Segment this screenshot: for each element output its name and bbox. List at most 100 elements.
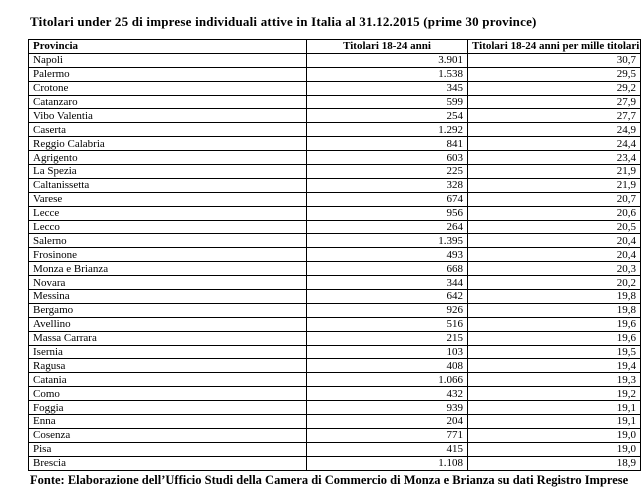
titolari-cell: 225 — [306, 164, 468, 179]
page-title: Titolari under 25 di imprese individuali… — [30, 14, 537, 29]
per-mille-cell: 19,4 — [467, 358, 641, 374]
titolari-cell: 1.395 — [306, 233, 468, 249]
per-mille-cell: 21,9 — [467, 177, 641, 193]
titolari-cell: 1.066 — [306, 372, 468, 388]
titolari-cell: 264 — [306, 219, 468, 235]
titolari-cell: 408 — [306, 358, 468, 374]
per-mille-cell: 24,9 — [467, 122, 641, 138]
table-header-row: Provincia Titolari 18-24 anni Titolari 1… — [28, 39, 641, 54]
table-row: Pisa 415 19,0 — [28, 441, 641, 457]
titolari-cell: 1.538 — [306, 66, 468, 82]
table-row: La Spezia 225 21,9 — [28, 164, 641, 179]
provincia-cell: Reggio Calabria — [28, 136, 307, 152]
table-row: Cosenza 771 19,0 — [28, 427, 641, 443]
per-mille-cell: 29,2 — [467, 80, 641, 96]
table-row: Caltanissetta 328 21,9 — [28, 177, 641, 193]
provincia-cell: Enna — [28, 414, 307, 429]
titolari-cell: 493 — [306, 247, 468, 263]
titolari-cell: 344 — [306, 275, 468, 291]
table-row: Brescia 1.108 18,9 — [28, 455, 641, 471]
column-header-per-mille-titolari: Titolari 18-24 anni per mille titolari — [467, 39, 641, 54]
table-row: Crotone 345 29,2 — [28, 80, 641, 96]
per-mille-cell: 19,0 — [467, 441, 641, 457]
provincia-cell: Como — [28, 386, 307, 402]
per-mille-cell: 20,5 — [467, 219, 641, 235]
table-row: Napoli 3.901 30,7 — [28, 52, 641, 68]
table-row: Reggio Calabria 841 24,4 — [28, 136, 641, 152]
titolari-cell: 841 — [306, 136, 468, 152]
provincia-cell: Brescia — [28, 455, 307, 471]
provincia-cell: Palermo — [28, 66, 307, 82]
table-row: Lecco 264 20,5 — [28, 219, 641, 235]
per-mille-cell: 19,2 — [467, 386, 641, 402]
titolari-cell: 642 — [306, 289, 468, 304]
titolari-cell: 599 — [306, 94, 468, 110]
table-row: Catanzaro 599 27,9 — [28, 94, 641, 110]
provincia-cell: Caltanissetta — [28, 177, 307, 193]
provincia-cell: Cosenza — [28, 427, 307, 443]
titolari-cell: 254 — [306, 108, 468, 124]
table-row: Lecce 956 20,6 — [28, 205, 641, 221]
per-mille-cell: 27,9 — [467, 94, 641, 110]
titolari-cell: 328 — [306, 177, 468, 193]
per-mille-cell: 20,2 — [467, 275, 641, 291]
provincia-cell: Monza e Brianza — [28, 261, 307, 277]
provincia-cell: Bergamo — [28, 302, 307, 318]
per-mille-cell: 19,8 — [467, 302, 641, 318]
table-row: Catania 1.066 19,3 — [28, 372, 641, 388]
per-mille-cell: 20,7 — [467, 191, 641, 207]
table-row: Monza e Brianza 668 20,3 — [28, 261, 641, 277]
table-row: Agrigento 603 23,4 — [28, 150, 641, 166]
per-mille-cell: 20,4 — [467, 233, 641, 249]
table-row: Enna 204 19,1 — [28, 414, 641, 429]
table-row: Foggia 939 19,1 — [28, 400, 641, 416]
per-mille-cell: 19,6 — [467, 330, 641, 346]
table-row: Massa Carrara 215 19,6 — [28, 330, 641, 346]
per-mille-cell: 20,3 — [467, 261, 641, 277]
table-row: Como 432 19,2 — [28, 386, 641, 402]
provincia-cell: Ragusa — [28, 358, 307, 374]
titolari-cell: 668 — [306, 261, 468, 277]
provincia-cell: Avellino — [28, 316, 307, 332]
titolari-cell: 956 — [306, 205, 468, 221]
titolari-cell: 674 — [306, 191, 468, 207]
titolari-cell: 345 — [306, 80, 468, 96]
provincia-cell: La Spezia — [28, 164, 307, 179]
per-mille-cell: 19,1 — [467, 400, 641, 416]
table-row: Vibo Valentia 254 27,7 — [28, 108, 641, 124]
titolari-cell: 103 — [306, 344, 468, 360]
provincia-cell: Catanzaro — [28, 94, 307, 110]
titolari-cell: 771 — [306, 427, 468, 443]
table-row: Frosinone 493 20,4 — [28, 247, 641, 263]
provinces-table: Provincia Titolari 18-24 anni Titolari 1… — [28, 39, 641, 471]
per-mille-cell: 29,5 — [467, 66, 641, 82]
titolari-cell: 1.292 — [306, 122, 468, 138]
titolari-cell: 215 — [306, 330, 468, 346]
column-header-provincia: Provincia — [28, 39, 307, 54]
provincia-cell: Crotone — [28, 80, 307, 96]
table-row: Palermo 1.538 29,5 — [28, 66, 641, 82]
column-header-titolari-18-24: Titolari 18-24 anni — [306, 39, 468, 54]
provincia-cell: Massa Carrara — [28, 330, 307, 346]
provincia-cell: Foggia — [28, 400, 307, 416]
per-mille-cell: 20,6 — [467, 205, 641, 221]
per-mille-cell: 20,4 — [467, 247, 641, 263]
per-mille-cell: 21,9 — [467, 164, 641, 179]
titolari-cell: 432 — [306, 386, 468, 402]
titolari-cell: 1.108 — [306, 455, 468, 471]
provincia-cell: Salerno — [28, 233, 307, 249]
table-row: Bergamo 926 19,8 — [28, 302, 641, 318]
provincia-cell: Lecco — [28, 219, 307, 235]
source-note: Fonte: Elaborazione dell’Ufficio Studi d… — [30, 472, 629, 487]
table-row: Isernia 103 19,5 — [28, 344, 641, 360]
provincia-cell: Novara — [28, 275, 307, 291]
table-body: Napoli 3.901 30,7 Palermo 1.538 29,5 Crotone 34… — [28, 52, 641, 471]
table-row: Novara 344 20,2 — [28, 275, 641, 291]
table-row: Avellino 516 19,6 — [28, 316, 641, 332]
per-mille-cell: 19,5 — [467, 344, 641, 360]
titolari-cell: 516 — [306, 316, 468, 332]
provincia-cell: Varese — [28, 191, 307, 207]
provincia-cell: Messina — [28, 289, 307, 304]
provincia-cell: Frosinone — [28, 247, 307, 263]
